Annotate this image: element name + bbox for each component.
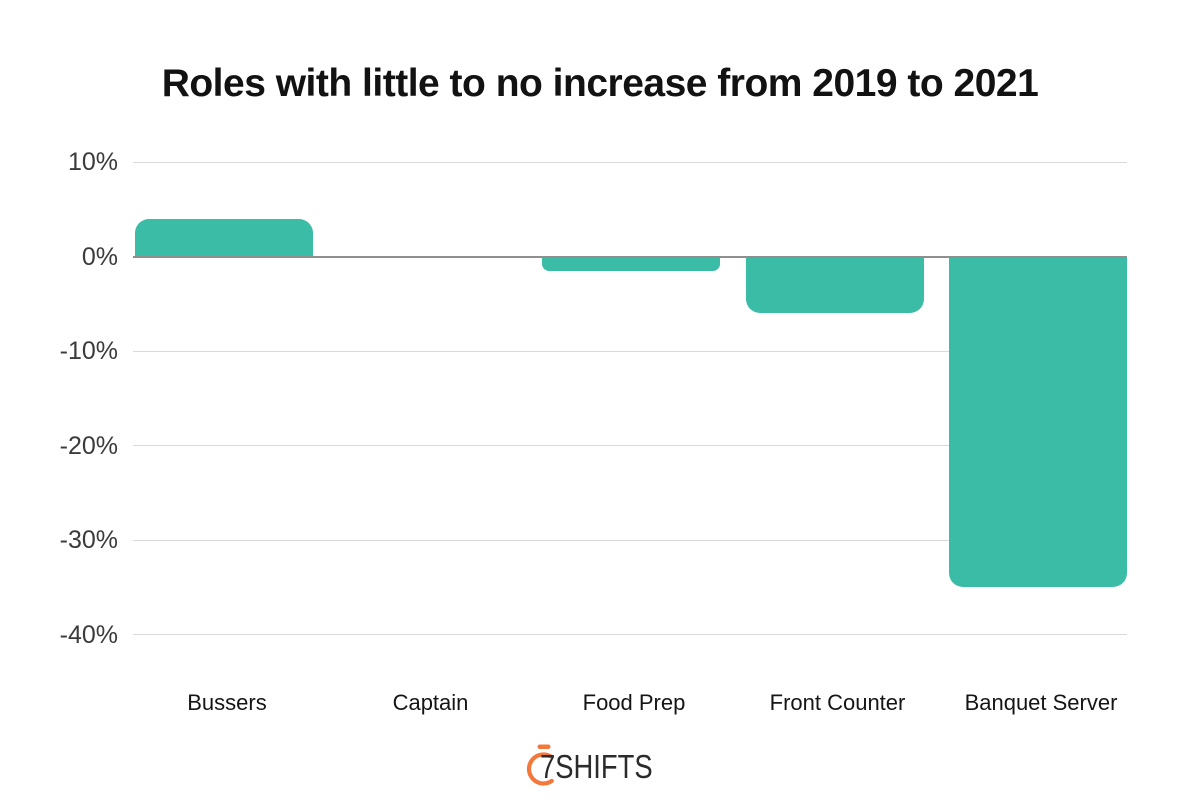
x-axis-label-front-counter: Front Counter xyxy=(769,690,906,715)
zero-axis-line xyxy=(133,255,1127,258)
y-tick-label: 0% xyxy=(81,242,118,271)
x-axis-label-bussers: Bussers xyxy=(187,690,267,715)
bar-food-prep xyxy=(542,256,720,271)
gridline xyxy=(133,161,1127,163)
gridline xyxy=(133,445,1127,446)
y-tick-label: -40% xyxy=(59,620,118,649)
gridline xyxy=(133,634,1127,635)
footer-logo: 7SHIFTS xyxy=(0,741,1200,793)
logo-lockup: 7SHIFTS xyxy=(524,741,675,793)
bar-bussers xyxy=(135,218,313,257)
y-tick-label: 10% xyxy=(67,148,118,176)
bar-front-counter xyxy=(745,256,924,314)
x-axis-labels: Bussers Captain Food Prep Front Counter Banq… xyxy=(0,690,1200,720)
x-axis-label-food-prep: Food Prep xyxy=(582,690,686,715)
logo-wordmark: 7SHIFTS xyxy=(539,748,653,785)
gridline xyxy=(133,539,1127,541)
x-axis-label-captain: Captain xyxy=(392,690,469,715)
x-axis-label-banquet-server: Banquet Server xyxy=(964,690,1118,715)
gridline xyxy=(133,350,1127,352)
chart-title: Roles with little to no increase from 20… xyxy=(161,62,1039,105)
bar-banquet-server xyxy=(949,256,1127,588)
stopwatch-icon xyxy=(527,744,555,786)
y-tick-label: -20% xyxy=(59,431,118,460)
y-tick-label: -30% xyxy=(59,526,118,554)
y-tick-label: -10% xyxy=(59,337,118,365)
